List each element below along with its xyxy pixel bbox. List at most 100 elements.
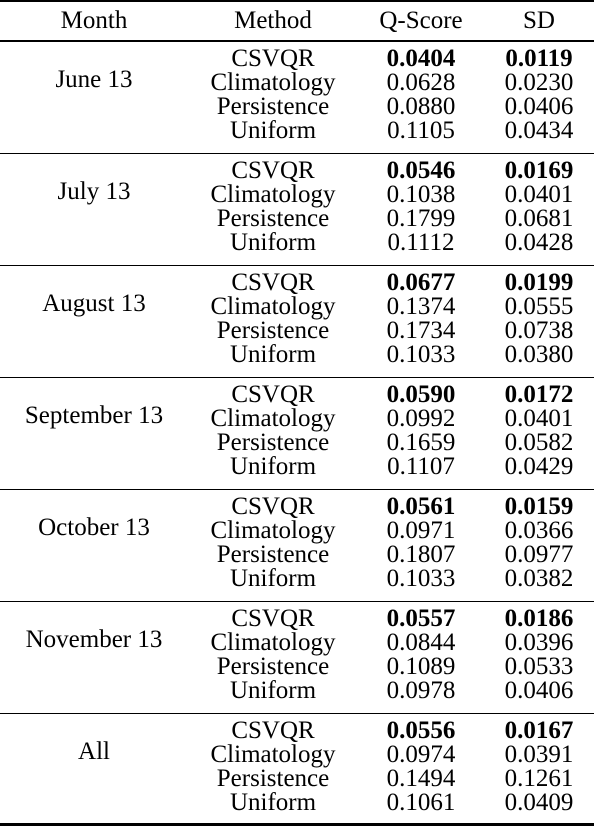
sd-cell: 0.0366 [504, 517, 574, 544]
method-cell: Climatology [210, 405, 336, 432]
table-row: Uniform 0.1033 0.0382 [0, 565, 594, 592]
table-row: Climatology 0.0992 0.0401 [0, 405, 594, 432]
method-cell: Climatology [210, 293, 336, 320]
sd-cell: 0.0401 [504, 405, 574, 432]
table-row: Uniform 0.1105 0.0434 [0, 118, 594, 143]
qscore-cell: 0.0561 [386, 493, 456, 520]
qscore-cell: 0.1107 [387, 453, 455, 480]
sd-cell: 0.0172 [504, 381, 574, 408]
sd-cell: 0.0428 [504, 229, 574, 256]
table-row: Climatology 0.0971 0.0366 [0, 517, 594, 544]
table-row: CSVQR 0.0677 0.0199 [0, 269, 594, 296]
table-row: CSVQR 0.0557 0.0186 [0, 605, 594, 632]
sd-cell: 0.0409 [504, 789, 574, 816]
table-row: CSVQR 0.0404 0.0119 [0, 45, 594, 72]
month-label: September 13 [24, 402, 164, 429]
method-cell: Uniform [229, 677, 317, 704]
sd-cell: 0.0429 [504, 453, 574, 480]
table-row: Climatology 0.0628 0.0230 [0, 69, 594, 96]
method-cell: Climatology [210, 741, 336, 768]
group-separator-rule [0, 265, 594, 267]
qscore-cell: 0.0992 [386, 405, 456, 432]
method-cell: Persistence [216, 653, 330, 680]
method-cell: CSVQR [231, 717, 315, 744]
sd-cell: 0.0159 [504, 493, 574, 520]
qscore-cell: 0.1061 [386, 789, 456, 816]
month-label: August 13 [42, 290, 146, 317]
table-row: CSVQR 0.0590 0.0172 [0, 381, 594, 408]
method-cell: Climatology [210, 629, 336, 656]
sd-cell: 0.0977 [504, 541, 574, 568]
group-separator-rule [0, 489, 594, 491]
qscore-cell: 0.1494 [386, 765, 456, 792]
qscore-cell: 0.0971 [386, 517, 456, 544]
table-row: Persistence 0.1089 0.0533 [0, 653, 594, 680]
method-cell: Persistence [216, 205, 330, 232]
group-separator-rule [0, 153, 594, 155]
group-separator-rule [0, 601, 594, 603]
qscore-cell: 0.0974 [386, 741, 456, 768]
month-label: July 13 [57, 178, 131, 205]
table-row: Persistence 0.1494 0.1261 [0, 765, 594, 792]
group-separator-rule [0, 713, 594, 715]
month-group: July 13 CSVQR 0.0546 0.0169 Climatology 0.103… [0, 154, 594, 266]
bottom-rule [0, 823, 594, 826]
sd-cell: 0.0382 [504, 565, 574, 592]
sd-cell: 0.0738 [504, 317, 574, 344]
method-cell: Persistence [216, 765, 330, 792]
qscore-cell: 0.1374 [386, 293, 456, 320]
header-month: Month [60, 7, 128, 34]
header-sd: SD [523, 7, 555, 34]
method-cell: Climatology [210, 181, 336, 208]
method-cell: CSVQR [231, 381, 315, 408]
method-cell: Uniform [229, 453, 317, 480]
table-row: Uniform 0.1112 0.0428 [0, 229, 594, 256]
sd-cell: 0.0391 [504, 741, 574, 768]
month-label: November 13 [25, 626, 163, 653]
method-cell: Uniform [229, 565, 317, 592]
sd-cell: 0.0186 [504, 605, 574, 632]
table-row: CSVQR 0.0561 0.0159 [0, 493, 594, 520]
table-row: CSVQR 0.0546 0.0169 [0, 157, 594, 184]
method-cell: Climatology [210, 69, 336, 96]
method-cell: CSVQR [231, 45, 315, 72]
qscore-cell: 0.0844 [386, 629, 456, 656]
qscore-cell: 0.1799 [386, 205, 456, 232]
month-group: October 13 CSVQR 0.0561 0.0159 Climatology 0.… [0, 490, 594, 602]
sd-cell: 0.0169 [504, 157, 574, 184]
table-row: Persistence 0.1659 0.0582 [0, 429, 594, 456]
method-cell: Uniform [229, 789, 317, 816]
sd-cell: 0.0167 [504, 717, 574, 744]
sd-cell: 0.0199 [504, 269, 574, 296]
top-rule [0, 0, 594, 2]
table-row: CSVQR 0.0556 0.0167 [0, 717, 594, 744]
table-row: Persistence 0.0880 0.0406 [0, 93, 594, 120]
qscore-cell: 0.0978 [386, 677, 456, 704]
sd-cell: 0.0380 [504, 341, 574, 368]
sd-cell: 0.0396 [504, 629, 574, 656]
month-group: November 13 CSVQR 0.0557 0.0186 Climatology 0… [0, 602, 594, 714]
qscore-cell: 0.0880 [386, 93, 456, 120]
qscore-cell: 0.0556 [386, 717, 456, 744]
sd-cell: 0.0119 [505, 45, 573, 72]
method-cell: Uniform [229, 341, 317, 368]
header-rule [0, 40, 594, 42]
method-cell: Persistence [216, 93, 330, 120]
table-row: Climatology 0.0844 0.0396 [0, 629, 594, 656]
method-cell: Persistence [216, 429, 330, 456]
sd-cell: 0.0406 [504, 677, 574, 704]
qscore-cell: 0.0404 [386, 45, 456, 72]
method-cell: Persistence [216, 541, 330, 568]
table-row: Uniform 0.1033 0.0380 [0, 341, 594, 368]
qscore-cell: 0.0590 [386, 381, 456, 408]
method-cell: Climatology [210, 517, 336, 544]
method-cell: Uniform [229, 229, 317, 256]
sd-cell: 0.0230 [504, 69, 574, 96]
sd-cell: 0.0533 [504, 653, 574, 680]
table-row: Uniform 0.1061 0.0409 [0, 789, 594, 816]
qscore-cell: 0.1112 [387, 229, 455, 256]
qscore-cell: 0.0628 [386, 69, 456, 96]
sd-cell: 0.0582 [504, 429, 574, 456]
qscore-cell: 0.1659 [386, 429, 456, 456]
